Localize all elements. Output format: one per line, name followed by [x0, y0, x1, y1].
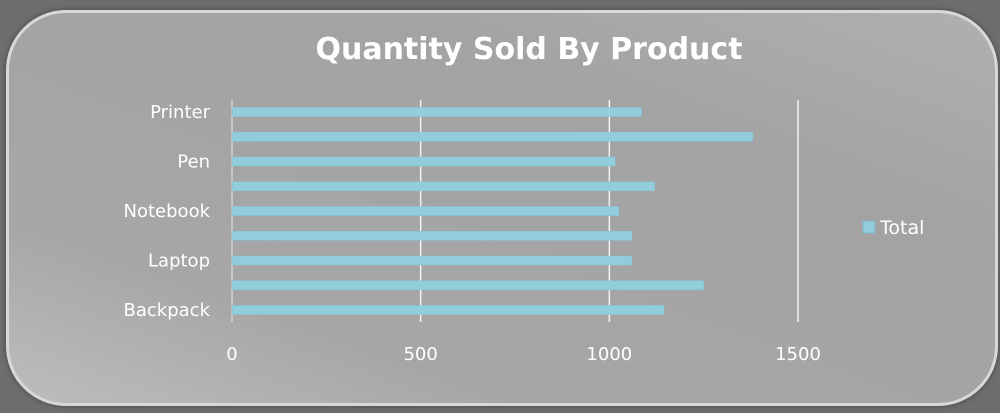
category-label: Printer: [150, 102, 210, 123]
x-tick-label: 0: [226, 344, 237, 365]
bar: [231, 181, 655, 191]
category-label: Pen: [177, 152, 210, 173]
x-tick-label: 1000: [586, 344, 632, 365]
bar: [231, 231, 633, 241]
bar: [231, 107, 642, 117]
category-label: Laptop: [148, 251, 210, 272]
x-tick-label: 1500: [775, 344, 821, 365]
bar: [231, 280, 704, 290]
legend-swatch: [862, 220, 876, 234]
category-label: Backpack: [124, 300, 211, 321]
legend-label: Total: [879, 217, 924, 239]
x-tick-label: 500: [403, 344, 437, 365]
chart-title: Quantity Sold By Product: [315, 32, 742, 67]
category-label: Notebook: [124, 201, 211, 222]
bar: [231, 156, 616, 167]
bar: [231, 255, 633, 266]
bar: [231, 206, 620, 216]
bar: [231, 305, 665, 315]
legend: Total: [862, 217, 924, 239]
bar: [231, 132, 753, 142]
